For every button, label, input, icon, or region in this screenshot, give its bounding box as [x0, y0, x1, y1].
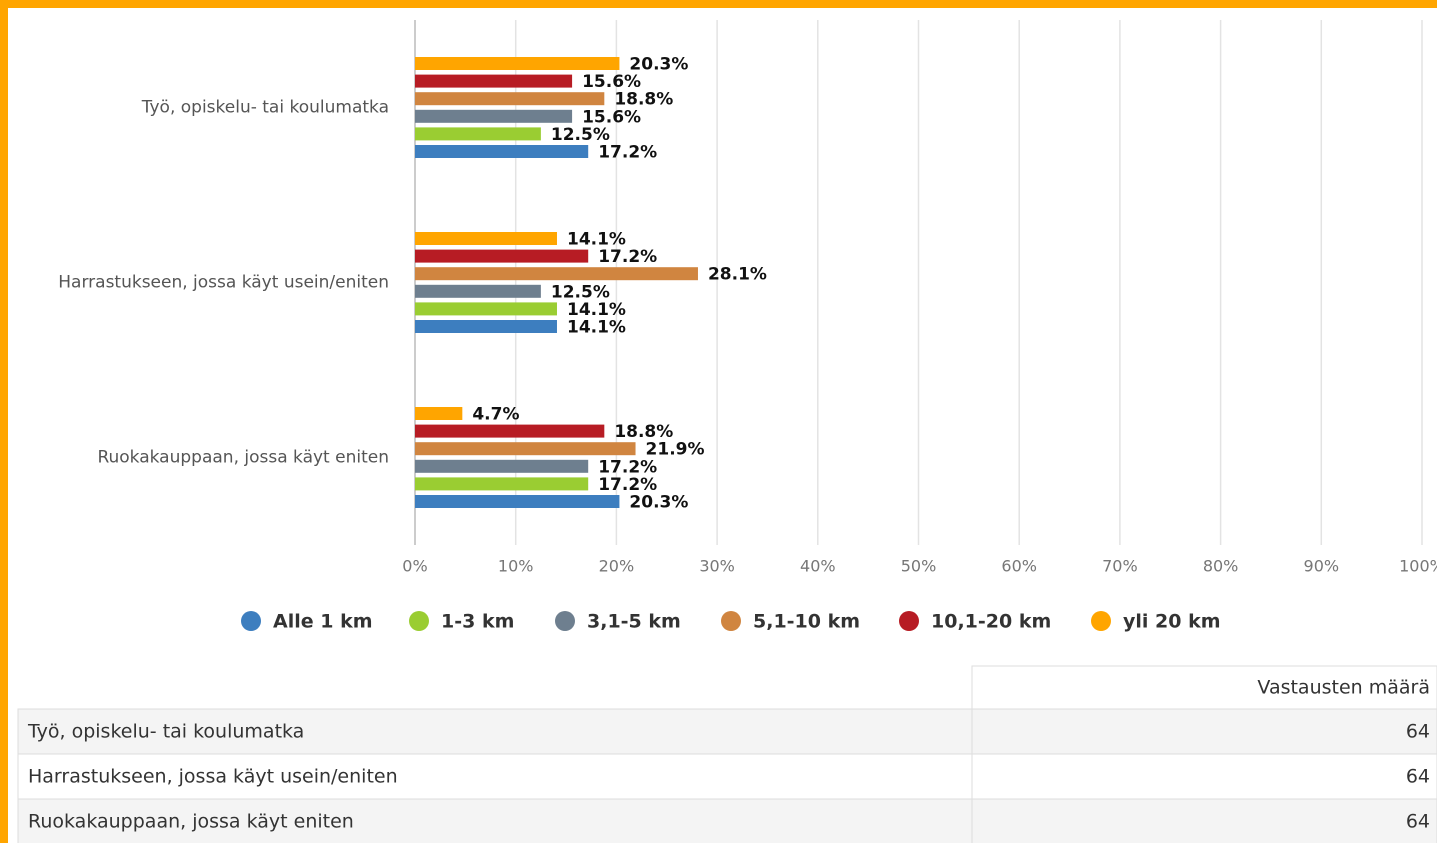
- bar: [415, 495, 620, 508]
- x-tick-label: 0%: [402, 557, 427, 576]
- table-cell: 64: [1406, 766, 1430, 788]
- table-row: [17, 753, 1437, 800]
- table-row: [17, 798, 1437, 843]
- x-tick-label: 40%: [800, 557, 836, 576]
- table-header-cell: [971, 665, 1437, 710]
- y-tick-label: Työ, opiskelu- tai koulumatka: [141, 98, 389, 118]
- value-label: 12.5%: [551, 125, 610, 145]
- x-tick-label: 80%: [1203, 557, 1239, 576]
- bar: [415, 407, 463, 420]
- legend-label: Alle 1 km: [273, 611, 373, 633]
- legend-marker: [555, 611, 575, 631]
- bar: [415, 249, 589, 263]
- bar: [415, 74, 573, 88]
- bar: [415, 92, 605, 106]
- value-label: 20.3%: [629, 55, 688, 75]
- legend-marker: [721, 611, 741, 631]
- x-tick-label: 100%: [1399, 557, 1437, 576]
- table-row: [17, 708, 1437, 755]
- value-label: 17.2%: [598, 475, 657, 495]
- table-header: Vastausten määrä: [1257, 677, 1430, 699]
- value-label: 21.9%: [646, 440, 705, 460]
- legend-label: yli 20 km: [1123, 611, 1221, 633]
- bar: [415, 109, 573, 123]
- x-tick-label: 10%: [498, 557, 534, 576]
- value-label: 28.1%: [708, 265, 767, 285]
- legend-marker: [899, 611, 919, 631]
- value-label: 18.8%: [614, 422, 673, 442]
- bar: [415, 424, 605, 438]
- legend-marker: [409, 611, 429, 631]
- table-cell: 64: [1406, 811, 1430, 833]
- value-label: 17.2%: [598, 247, 657, 267]
- value-label: 14.1%: [567, 318, 626, 338]
- value-label: 12.5%: [551, 282, 610, 302]
- legend-marker: [1091, 611, 1111, 631]
- value-label: 14.1%: [567, 230, 626, 250]
- bar: [415, 284, 541, 298]
- legend-label: 3,1-5 km: [587, 611, 681, 633]
- bar: [415, 477, 589, 491]
- table-cell: Harrastukseen, jossa käyt usein/eniten: [28, 766, 398, 788]
- y-tick-label: Harrastukseen, jossa käyt usein/eniten: [58, 273, 389, 293]
- x-tick-label: 30%: [699, 557, 735, 576]
- x-tick-label: 20%: [599, 557, 635, 576]
- bar: [415, 302, 557, 316]
- bar: [415, 442, 636, 456]
- value-label: 4.7%: [472, 405, 519, 425]
- value-label: 20.3%: [629, 493, 688, 513]
- table-cell: Työ, opiskelu- tai koulumatka: [27, 721, 304, 743]
- legend-label: 1-3 km: [441, 611, 514, 633]
- value-label: 17.2%: [598, 457, 657, 477]
- x-tick-label: 60%: [1001, 557, 1037, 576]
- bar: [415, 459, 589, 473]
- bar: [415, 232, 557, 245]
- legend-label: 5,1-10 km: [753, 611, 860, 633]
- x-tick-label: 90%: [1304, 557, 1340, 576]
- value-label: 17.2%: [598, 143, 657, 163]
- legend-label: 10,1-20 km: [931, 611, 1051, 633]
- bar: [415, 145, 589, 158]
- bar: [415, 267, 698, 281]
- legend-marker: [241, 611, 261, 631]
- value-label: 15.6%: [582, 107, 641, 127]
- x-tick-label: 50%: [901, 557, 937, 576]
- value-label: 14.1%: [567, 300, 626, 320]
- table-cell: Ruokakauppaan, jossa käyt eniten: [28, 811, 354, 833]
- y-tick-label: Ruokakauppaan, jossa käyt eniten: [97, 448, 389, 468]
- value-label: 18.8%: [614, 90, 673, 110]
- bar: [415, 57, 620, 70]
- table-cell: 64: [1406, 721, 1430, 743]
- x-tick-label: 70%: [1102, 557, 1138, 576]
- bar: [415, 320, 557, 333]
- value-label: 15.6%: [582, 72, 641, 92]
- bar: [415, 127, 541, 141]
